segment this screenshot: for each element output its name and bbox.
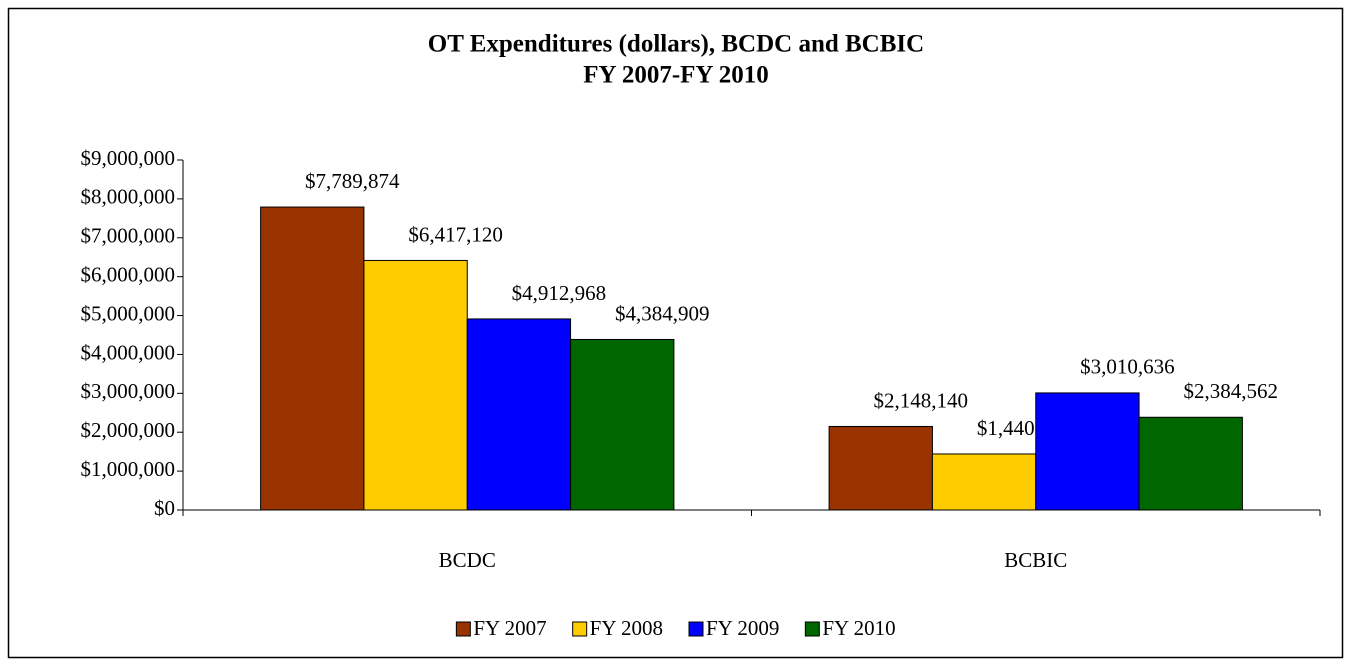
- chart-border: [7, 7, 1344, 659]
- legend-label: FY 2007: [473, 616, 546, 640]
- bar: [570, 338, 675, 511]
- y-tick-label: $8,000,000: [81, 185, 176, 209]
- legend-swatch: [804, 621, 820, 637]
- data-label: $2,384,562: [1183, 379, 1278, 403]
- y-tick-label: $5,000,000: [81, 301, 176, 325]
- legend-label: FY 2008: [590, 616, 663, 640]
- chart-title: OT Expenditures (dollars), BCDC and BCBI…: [428, 31, 924, 58]
- legend-swatch: [688, 621, 704, 637]
- data-label: $2,148,140: [874, 388, 969, 412]
- y-tick-label: $7,000,000: [81, 224, 176, 248]
- bar: [466, 318, 572, 511]
- bar: [931, 453, 1037, 511]
- bar: [260, 206, 365, 511]
- data-label: $4,384,909: [615, 301, 710, 325]
- y-tick-label: $3,000,000: [81, 379, 176, 403]
- legend-swatch: [455, 621, 471, 637]
- y-tick-label: $1,000,000: [81, 457, 176, 481]
- bar: [1035, 392, 1140, 511]
- y-tick-label: $0: [154, 496, 175, 520]
- chart-subtitle: FY 2007-FY 2010: [583, 62, 769, 89]
- legend-label: FY 2009: [706, 616, 779, 640]
- y-tick-label: $9,000,000: [81, 146, 176, 170]
- data-label: $4,912,968: [512, 281, 607, 305]
- y-tick-label: $2,000,000: [81, 418, 176, 442]
- bar: [828, 425, 933, 511]
- legend-label: FY 2010: [822, 616, 895, 640]
- data-label: $3,010,636: [1080, 355, 1175, 379]
- legend-swatch: [572, 621, 588, 637]
- y-tick-label: $4,000,000: [81, 340, 176, 364]
- data-label: $6,417,120: [408, 222, 503, 246]
- data-label: $7,789,874: [305, 169, 400, 193]
- y-tick-label: $6,000,000: [81, 262, 176, 286]
- x-tick-label: BCDC: [439, 548, 496, 572]
- x-tick-label: BCBIC: [1004, 548, 1067, 572]
- bar: [1138, 416, 1243, 511]
- bar: [363, 259, 468, 511]
